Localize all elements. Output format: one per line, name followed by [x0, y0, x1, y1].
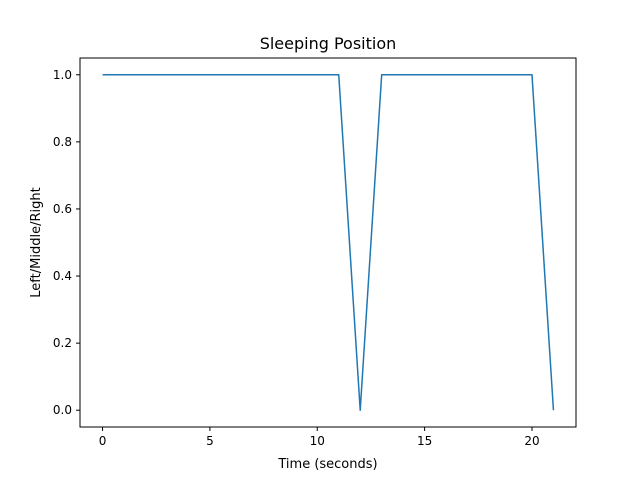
y-tick-label: 0.8 — [53, 135, 72, 149]
x-axis-label: Time (seconds) — [277, 457, 377, 472]
y-axis-ticks: 0.0 0.2 0.4 0.6 0.8 1.0 — [53, 68, 80, 417]
x-tick-label: 10 — [310, 434, 325, 448]
y-tick-label: 1.0 — [53, 68, 72, 82]
y-tick-label: 0.6 — [53, 202, 72, 216]
plot-area — [102, 74, 555, 411]
x-tick-label: 20 — [524, 434, 539, 448]
chart-title: Sleeping Position — [260, 34, 397, 53]
x-tick-label: 15 — [417, 434, 432, 448]
y-axis-label: Left/Middle/Right — [29, 187, 44, 297]
axes-frame — [79, 57, 577, 428]
y-tick-label: 0.2 — [53, 336, 72, 350]
x-tick-label: 0 — [99, 434, 107, 448]
y-tick-label: 0.4 — [53, 269, 72, 283]
y-tick-label: 0.0 — [53, 403, 72, 417]
series-line-0 — [102, 74, 555, 411]
x-tick-label: 5 — [206, 434, 214, 448]
x-axis-ticks: 0 5 10 15 20 — [99, 427, 540, 448]
